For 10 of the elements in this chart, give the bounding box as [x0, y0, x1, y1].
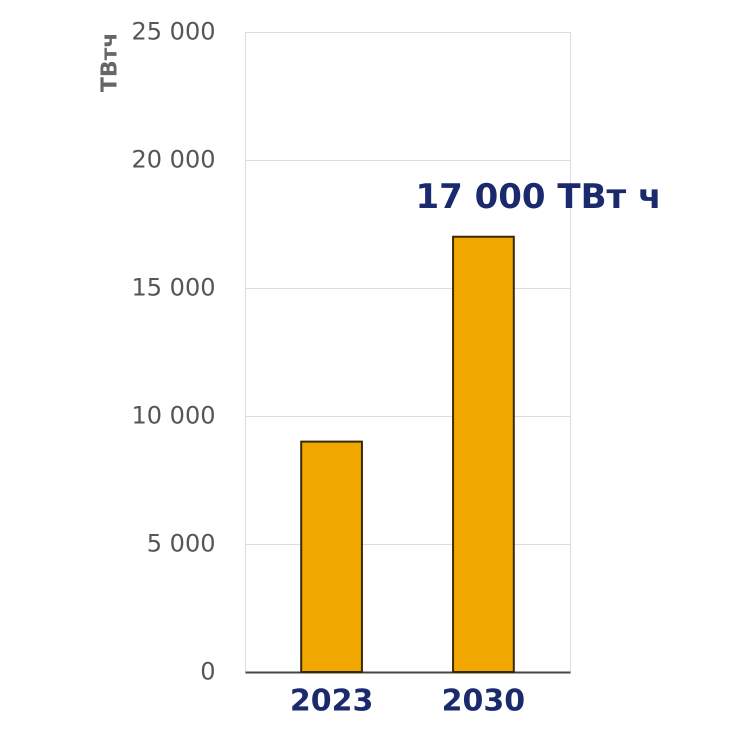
y-tick-label: 15 000 — [132, 274, 216, 302]
y-tick-label: 0 — [200, 658, 216, 686]
y-tick-label: 10 000 — [132, 402, 216, 430]
y-axis-title: ТВтч — [98, 32, 123, 92]
y-tick-label: 20 000 — [132, 146, 216, 174]
y-tick-label: 5 000 — [146, 530, 216, 558]
x-tick-label: 2030 — [442, 684, 526, 718]
y-tick-label: 25 000 — [132, 18, 216, 46]
data-label: 17 000 ТВт ч — [415, 176, 662, 217]
x-tick-label: 2023 — [290, 684, 374, 718]
